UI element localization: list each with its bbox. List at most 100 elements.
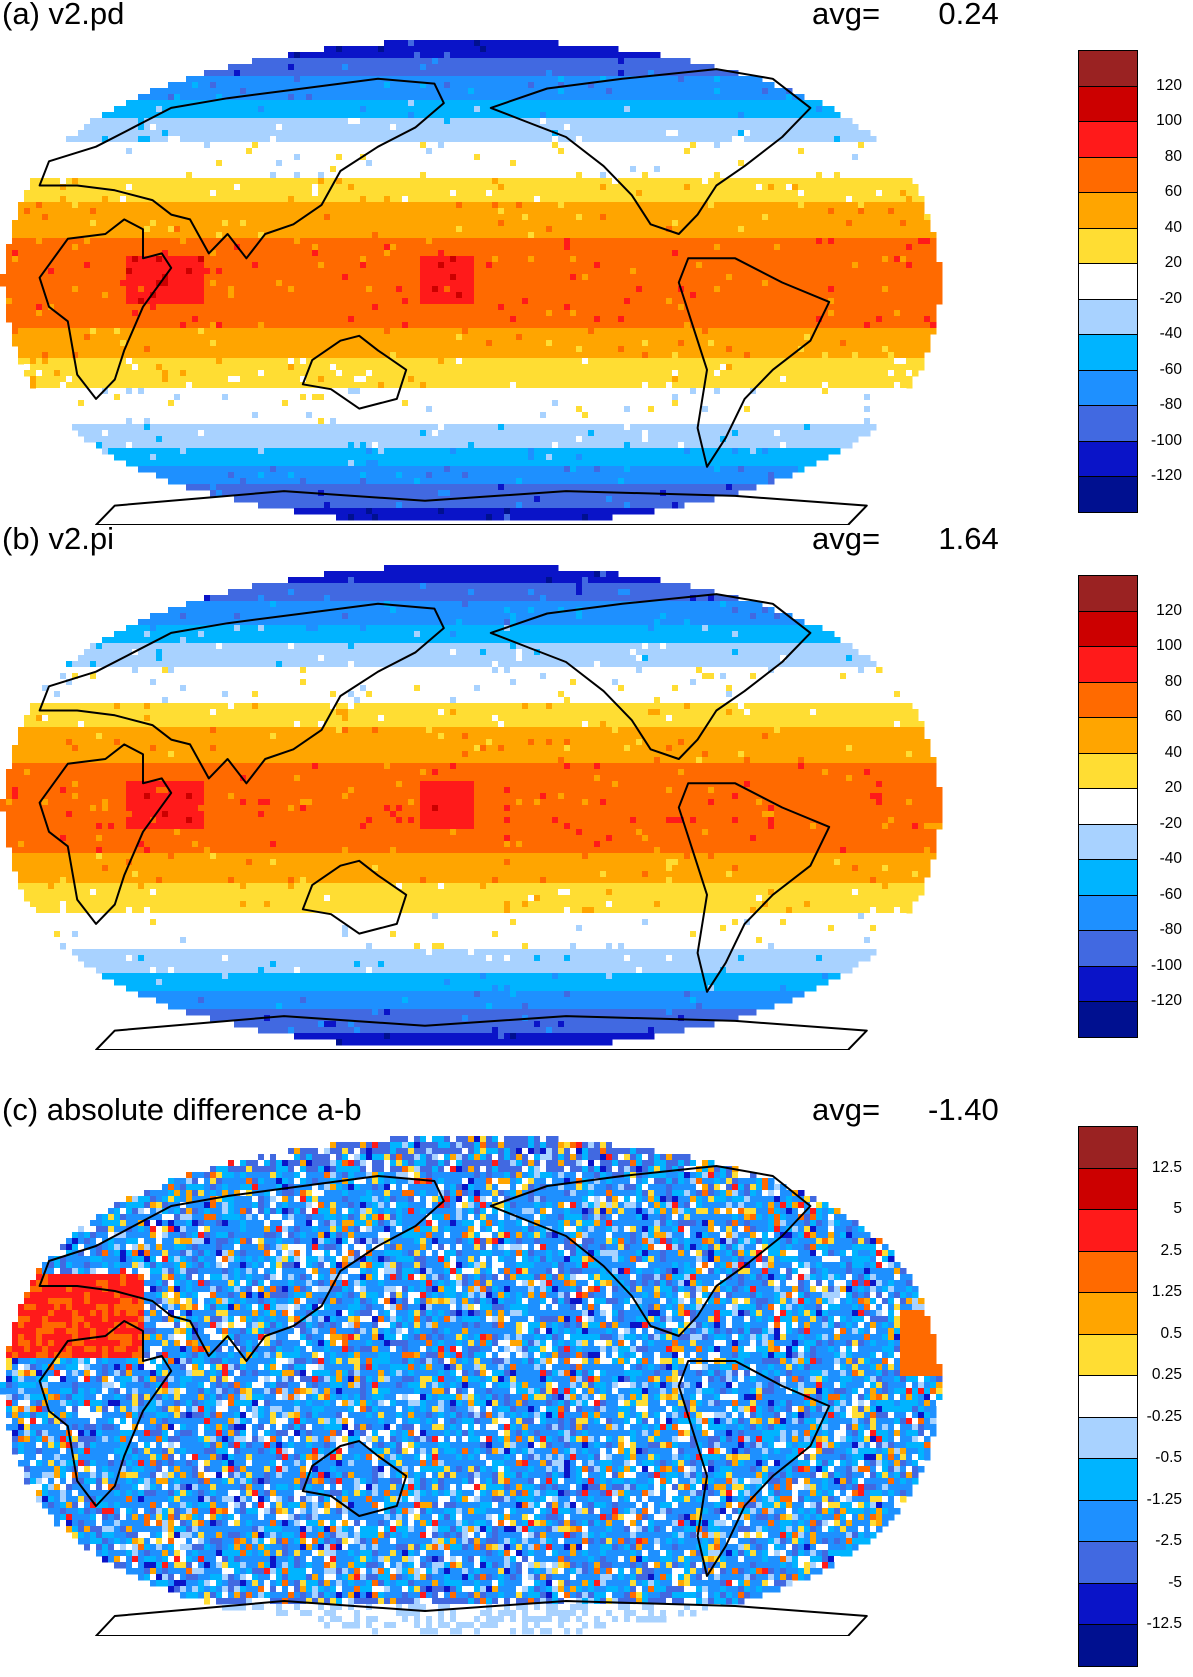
panel-b: (b) v2.pi avg= 1.64 120 100 80 60 40 20 -20 -40…	[0, 521, 1193, 1055]
colorbar-label: 5	[1078, 1200, 1182, 1218]
colorbar-label: -0.25	[1078, 1408, 1182, 1426]
colorbar-swatch	[1078, 263, 1138, 300]
colorbar-label: 20	[1078, 254, 1182, 272]
colorbar-swatch	[1078, 646, 1138, 683]
colorbar-label: -60	[1078, 886, 1182, 904]
colorbar-label: -40	[1078, 850, 1182, 868]
colorbar-label: -0.5	[1078, 1449, 1182, 1467]
coastline	[38, 1175, 445, 1362]
coastline	[301, 334, 408, 410]
avg-label: avg=	[812, 521, 880, 557]
colorbar-swatch	[1078, 334, 1138, 371]
coastline	[38, 743, 173, 925]
colorbar-swatch	[1078, 1001, 1138, 1038]
coastlines	[38, 593, 868, 1050]
colorbar-label: 100	[1078, 637, 1182, 655]
coastline	[38, 77, 445, 260]
colorbar-b: 120 100 80 60 40 20 -20 -40 -60 -80 -100 -120	[1078, 575, 1193, 1038]
colorbar-swatch	[1078, 752, 1138, 790]
colorbar-label: -80	[1078, 921, 1182, 939]
colorbar-swatch	[1078, 298, 1138, 336]
colorbar-label: -100	[1078, 432, 1182, 450]
avg-value: -1.40	[889, 1092, 999, 1128]
colorbar-label: 100	[1078, 112, 1182, 130]
coastline	[38, 218, 173, 400]
map-c	[0, 1136, 943, 1636]
coastline	[301, 859, 408, 935]
colorbar-swatch	[1078, 823, 1138, 861]
avg-value: 0.24	[889, 0, 998, 32]
colorbar-label: 2.5	[1078, 1242, 1182, 1260]
panel-title: (c) absolute difference a-b	[2, 1092, 362, 1128]
avg-value: 1.64	[889, 521, 998, 557]
coastline	[489, 1165, 812, 1337]
colorbar-swatch	[1078, 1458, 1138, 1501]
coastlines	[38, 68, 868, 525]
coastline	[301, 1440, 408, 1517]
panel-title: (b) v2.pi	[2, 521, 114, 557]
map-grid	[0, 1136, 943, 1635]
colorbar-label: -20	[1078, 815, 1182, 833]
map-grid	[0, 565, 943, 1046]
colorbar-label: -1.25	[1078, 1491, 1182, 1509]
coastline	[677, 257, 831, 468]
colorbar-swatch	[1078, 1333, 1138, 1377]
map-a	[0, 40, 943, 525]
coastline	[38, 602, 445, 785]
colorbar-swatch	[1078, 1126, 1138, 1169]
coastline	[489, 593, 812, 760]
coastline	[95, 1015, 868, 1050]
colorbar-label: 0.25	[1078, 1366, 1182, 1384]
colorbar-label: 1.25	[1078, 1283, 1182, 1301]
colorbar-label: -5	[1078, 1574, 1182, 1592]
map-grid	[0, 40, 943, 521]
colorbar-label: 40	[1078, 219, 1182, 237]
colorbar-label: -12.5	[1078, 1615, 1182, 1633]
coastline	[677, 1360, 831, 1577]
colorbar-swatch	[1078, 681, 1138, 719]
map-b	[0, 565, 943, 1050]
colorbar-swatch	[1078, 1541, 1138, 1584]
colorbar-c: 12.5 5 2.5 1.25 0.5 0.25 -0.25 -0.5 -1.25 -2.5 -5 -…	[1078, 1126, 1193, 1667]
panel-average: avg= 1.64	[812, 521, 999, 557]
colorbar-label: 120	[1078, 77, 1182, 95]
panel-a: (a) v2.pd avg= 0.24 120 100 80 60 40 20 -20 -40…	[0, 0, 1193, 525]
colorbar-swatch	[1078, 965, 1138, 1003]
panel-average: avg= -1.40	[812, 1092, 999, 1128]
colorbar-label: -120	[1078, 992, 1182, 1010]
colorbar-swatch	[1078, 85, 1138, 123]
colorbar-swatch	[1078, 575, 1138, 612]
coastline	[677, 782, 831, 993]
colorbar-swatch	[1078, 1167, 1138, 1211]
colorbar-swatch	[1078, 1250, 1138, 1294]
colorbar-swatch	[1078, 1416, 1138, 1460]
colorbar-swatch	[1078, 227, 1138, 265]
colorbar-label: -120	[1078, 467, 1182, 485]
colorbar-label: 0.5	[1078, 1325, 1182, 1343]
colorbar-label: -100	[1078, 957, 1182, 975]
colorbar-label: 12.5	[1078, 1159, 1182, 1177]
panel-title: (a) v2.pd	[2, 0, 124, 32]
colorbar-label: 20	[1078, 779, 1182, 797]
colorbar-swatch	[1078, 369, 1138, 407]
colorbar-label: -20	[1078, 290, 1182, 308]
colorbar-label: 80	[1078, 148, 1182, 166]
colorbar-label: 80	[1078, 673, 1182, 691]
panel-average: avg= 0.24	[812, 0, 999, 32]
colorbar-label: 60	[1078, 183, 1182, 201]
colorbar-label: -2.5	[1078, 1532, 1182, 1550]
coastline	[489, 68, 812, 235]
avg-label: avg=	[812, 1092, 880, 1128]
colorbar-label: -80	[1078, 396, 1182, 414]
colorbar-swatch	[1078, 1624, 1138, 1667]
colorbar-swatch	[1078, 405, 1138, 442]
coastline	[95, 1600, 868, 1636]
colorbar-label: 40	[1078, 744, 1182, 762]
colorbar-label: 60	[1078, 708, 1182, 726]
colorbar-swatch	[1078, 1292, 1138, 1335]
colorbar-swatch	[1078, 894, 1138, 932]
colorbar-label: 120	[1078, 602, 1182, 620]
panel-c: (c) absolute difference a-b avg= -1.40 1…	[0, 1092, 1193, 1676]
colorbar-a: 120 100 80 60 40 20 -20 -40 -60 -80 -100 -120	[1078, 50, 1193, 513]
colorbar-swatch	[1078, 476, 1138, 513]
